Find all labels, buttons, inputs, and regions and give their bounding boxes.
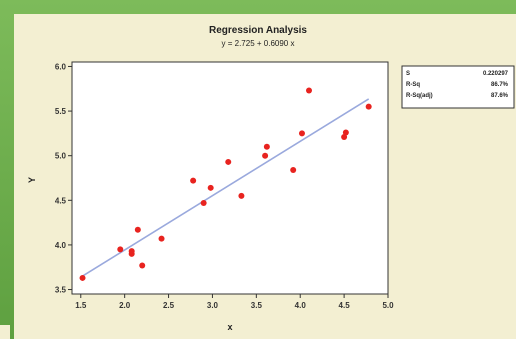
data-point (134, 226, 141, 233)
y-tick-label: 6.0 (55, 62, 67, 71)
data-point (225, 158, 232, 165)
x-tick-label: 3.5 (251, 301, 263, 310)
data-point (207, 184, 214, 191)
data-point (158, 235, 165, 242)
stat-label-rsq-adj: R-Sq(adj) (406, 93, 433, 99)
x-axis-ticks: 1.5 2.0 2.5 3.0 3.5 4.0 4.5 5.0 (75, 294, 394, 310)
data-point (298, 130, 305, 137)
data-point (342, 129, 349, 136)
y-tick-label: 3.5 (55, 286, 67, 295)
plot-area (71, 61, 389, 295)
y-axis-label: Y (27, 177, 37, 183)
stat-value-rsq-adj: 87.6% (491, 93, 509, 99)
x-tick-label: 2.5 (163, 301, 175, 310)
regression-equation: y = 2.725 + 0.6090 x (222, 39, 295, 48)
data-point (128, 248, 135, 255)
data-point (306, 87, 312, 94)
stats-box: S 0.220297 R-Sq 86.7% R-Sq(adj) 87.6% (401, 65, 515, 109)
stat-label-s: S (406, 71, 410, 77)
x-axis-label: x (227, 322, 232, 332)
y-tick-label: 5.5 (55, 107, 67, 116)
data-point (200, 199, 207, 206)
data-point (139, 262, 146, 269)
x-tick-label: 3.0 (207, 301, 219, 310)
data-point (263, 143, 270, 150)
y-axis-ticks: 3.5 4.0 4.5 5.0 5.5 6.0 (55, 62, 72, 295)
data-point (238, 192, 245, 199)
y-tick-label: 4.0 (55, 241, 67, 250)
regression-line (82, 98, 370, 277)
stat-value-s: 0.220297 (483, 71, 509, 77)
data-point (365, 103, 372, 110)
x-tick-label: 5.0 (382, 301, 394, 310)
stats-box-frame (401, 65, 515, 109)
data-point (290, 166, 297, 173)
x-tick-label: 4.5 (339, 301, 351, 310)
y-tick-label: 4.5 (55, 196, 67, 205)
data-point (79, 274, 86, 281)
stat-label-rsq: R-Sq (406, 82, 420, 88)
x-tick-label: 4.0 (295, 301, 307, 310)
chart-title: Regression Analysis (209, 25, 307, 36)
stat-value-rsq: 86.7% (491, 82, 509, 88)
data-point (262, 152, 269, 159)
data-points (79, 87, 372, 281)
y-tick-label: 5.0 (55, 152, 67, 161)
data-point (117, 246, 124, 253)
x-tick-label: 1.5 (75, 301, 87, 310)
panel-edge (0, 325, 10, 339)
x-tick-label: 2.0 (119, 301, 131, 310)
data-point (190, 177, 197, 184)
